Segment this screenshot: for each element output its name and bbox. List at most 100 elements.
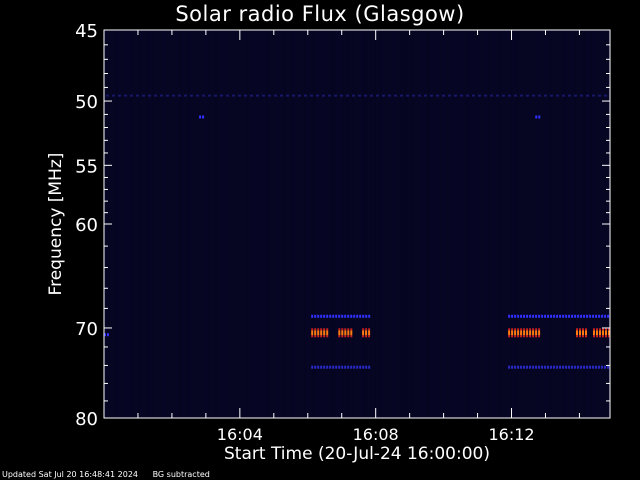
interference-mark — [388, 94, 391, 97]
emission-burst — [607, 365, 610, 369]
emission-burst-edge — [514, 328, 517, 331]
interference-mark — [592, 94, 595, 97]
interference-mark — [256, 94, 259, 97]
interference-mark — [304, 94, 307, 97]
emission-burst — [368, 330, 371, 336]
interference-mark — [538, 94, 541, 97]
interference-mark — [382, 94, 385, 97]
interference-mark — [118, 94, 121, 97]
emission-burst-edge — [605, 335, 607, 338]
interference-mark — [502, 94, 505, 97]
emission-burst — [326, 365, 329, 369]
emission-burst — [508, 365, 511, 369]
emission-burst — [202, 115, 205, 119]
emission-burst-edge — [362, 328, 365, 331]
interference-mark — [190, 94, 193, 97]
emission-burst — [314, 314, 317, 318]
emission-burst — [605, 330, 607, 336]
emission-burst — [532, 365, 535, 369]
emission-burst — [565, 365, 568, 369]
emission-burst — [323, 365, 326, 369]
emission-burst — [359, 314, 362, 318]
emission-burst-edge — [526, 335, 529, 338]
emission-burst — [341, 365, 344, 369]
interference-mark — [412, 94, 415, 97]
interference-mark — [520, 94, 523, 97]
emission-burst-edge — [362, 335, 365, 338]
interference-mark — [424, 94, 427, 97]
emission-burst — [335, 314, 338, 318]
interference-mark — [478, 94, 481, 97]
emission-burst — [583, 365, 586, 369]
emission-burst — [365, 330, 368, 336]
interference-mark — [472, 94, 475, 97]
emission-burst — [598, 365, 601, 369]
emission-burst — [520, 365, 523, 369]
emission-burst — [356, 365, 359, 369]
interference-mark — [322, 94, 325, 97]
emission-burst — [529, 330, 532, 336]
interference-mark — [562, 94, 565, 97]
emission-burst-edge — [582, 328, 584, 331]
emission-burst — [535, 365, 538, 369]
emission-burst-edge — [599, 328, 601, 331]
emission-burst — [596, 330, 598, 336]
emission-burst — [520, 314, 523, 318]
emission-burst — [553, 365, 556, 369]
emission-burst — [559, 314, 562, 318]
emission-burst — [365, 314, 368, 318]
emission-burst — [320, 330, 323, 336]
emission-burst-edge — [517, 335, 520, 338]
emission-burst — [568, 365, 571, 369]
emission-burst — [323, 314, 326, 318]
interference-mark — [496, 94, 499, 97]
emission-burst — [565, 314, 568, 318]
emission-burst — [592, 365, 595, 369]
emission-burst-edge — [538, 335, 541, 338]
emission-burst-edge — [511, 328, 514, 331]
emission-burst — [511, 365, 514, 369]
emission-burst — [547, 365, 550, 369]
interference-mark — [526, 94, 529, 97]
emission-burst-edge — [596, 335, 598, 338]
emission-burst — [532, 330, 535, 336]
interference-mark — [514, 94, 517, 97]
y-tick-label: 70 — [75, 319, 98, 340]
emission-burst — [350, 365, 353, 369]
emission-burst — [517, 365, 520, 369]
emission-burst-edge — [311, 328, 314, 331]
chart-title: Solar radio Flux (Glasgow) — [175, 2, 465, 26]
emission-burst — [556, 314, 559, 318]
emission-burst — [359, 365, 362, 369]
emission-burst — [508, 330, 511, 336]
emission-burst-edge — [520, 335, 523, 338]
emission-burst — [604, 365, 607, 369]
interference-mark — [586, 94, 589, 97]
emission-burst — [579, 330, 581, 336]
emission-burst — [577, 314, 580, 318]
emission-burst-edge — [593, 335, 595, 338]
background-note: BG subtracted — [152, 470, 210, 479]
emission-burst — [338, 330, 341, 336]
emission-burst — [593, 330, 595, 336]
emission-burst — [599, 330, 601, 336]
emission-burst — [320, 365, 323, 369]
emission-burst — [535, 314, 538, 318]
emission-burst — [344, 365, 347, 369]
updated-timestamp: Updated Sat Jul 20 16:48:41 2024 — [2, 470, 139, 479]
emission-burst — [335, 365, 338, 369]
emission-burst-edge — [314, 328, 317, 331]
interference-mark — [154, 94, 157, 97]
x-axis-label: Start Time (20-Jul-24 16:00:00) — [224, 444, 490, 464]
emission-burst — [365, 365, 368, 369]
emission-burst — [107, 333, 109, 337]
interference-mark — [352, 94, 355, 97]
emission-burst — [529, 365, 532, 369]
interference-mark — [202, 94, 205, 97]
emission-burst — [544, 314, 547, 318]
interference-mark — [604, 94, 607, 97]
interference-mark — [358, 94, 361, 97]
interference-mark — [550, 94, 553, 97]
emission-burst — [580, 365, 583, 369]
emission-burst — [338, 314, 341, 318]
